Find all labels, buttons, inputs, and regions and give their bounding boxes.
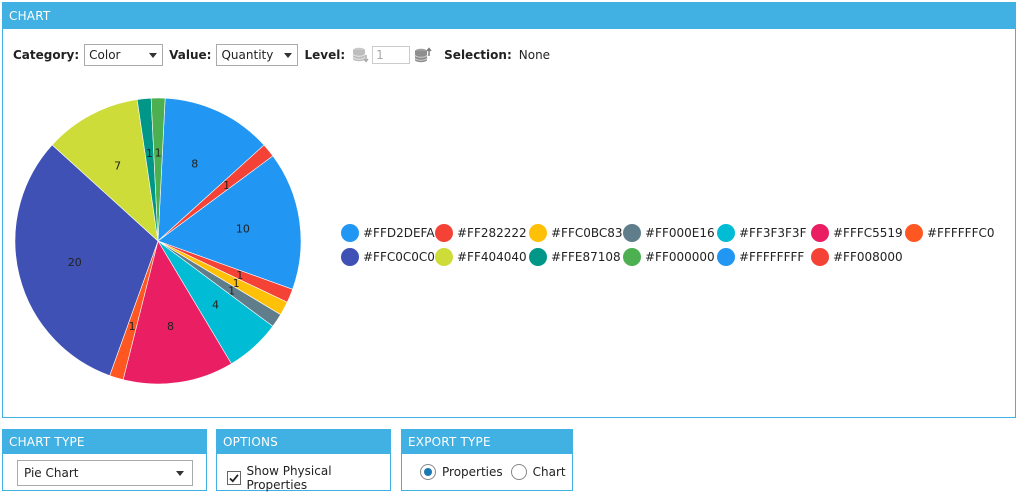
chart-toolbar: Category: Color Value: Quantity Level: 1…	[13, 43, 550, 67]
legend-color-dot	[623, 248, 641, 266]
legend-color-dot	[435, 224, 453, 242]
category-dropdown[interactable]: Color	[84, 44, 164, 66]
check-icon	[229, 474, 239, 483]
value-dropdown[interactable]: Quantity	[216, 44, 299, 66]
legend-label: #FFFC5519	[833, 226, 903, 240]
options-panel-title: OPTIONS	[217, 430, 390, 454]
pie-slice[interactable]	[157, 155, 302, 290]
legend-color-dot	[341, 248, 359, 266]
chart-panel: CHART Category: Color Value: Quantity Le…	[2, 2, 1016, 418]
legend-item[interactable]: #FF282222	[435, 224, 529, 242]
legend-item[interactable]: #FF404040	[435, 248, 529, 266]
legend-item[interactable]: #FFFFFFFF	[717, 248, 811, 266]
legend-color-dot	[529, 224, 547, 242]
pie-slice-label: 8	[191, 157, 198, 170]
legend-label: #FF000000	[645, 250, 715, 264]
legend-color-dot	[717, 248, 735, 266]
legend-row: #FFD2DEFA #FF282222 #FFC0BC83 #FF000E16 #FF3…	[341, 221, 1011, 245]
pie-slice-label: 1	[236, 269, 243, 282]
pie-slice[interactable]	[157, 97, 265, 242]
legend-item[interactable]: #FF3F3F3F	[717, 224, 811, 242]
legend-label: #FF404040	[457, 250, 527, 264]
pie-slice-label: 8	[167, 320, 174, 333]
show-physical-properties-row[interactable]: Show Physical Properties	[227, 464, 390, 492]
legend-item[interactable]: #FFE87108	[529, 248, 623, 266]
pie-slice-label: 20	[68, 256, 82, 269]
legend-row: #FFC0C0C0 #FF404040 #FFE87108 #FF000000 #FFF…	[341, 245, 1011, 269]
export-properties-radio[interactable]	[420, 464, 436, 480]
pie-slice-label: 10	[236, 222, 250, 235]
export-properties-label: Properties	[442, 465, 503, 479]
level-input[interactable]: 1	[372, 46, 411, 64]
legend-label: #FFFFFFC0	[927, 226, 995, 240]
selection-value: None	[518, 48, 551, 62]
database-up-icon[interactable]	[414, 46, 432, 64]
legend-label: #FF000E16	[645, 226, 715, 240]
pie-slice[interactable]	[51, 99, 159, 242]
export-radio-group: Properties Chart	[420, 464, 566, 480]
value-label: Value:	[169, 48, 212, 62]
legend-item[interactable]: #FFC0C0C0	[341, 248, 435, 266]
options-panel: OPTIONS Show Physical Properties	[216, 429, 391, 492]
level-label: Level:	[304, 48, 346, 62]
legend-label: #FF282222	[457, 226, 527, 240]
pie-slice[interactable]	[122, 240, 232, 385]
legend-label: #FFC0C0C0	[363, 250, 435, 264]
pie-slice-label: 1	[223, 179, 230, 192]
legend-color-dot	[623, 224, 641, 242]
legend-color-dot	[341, 224, 359, 242]
legend-color-dot	[905, 224, 923, 242]
chart-panel-title: CHART	[3, 3, 1015, 29]
legend-color-dot	[717, 224, 735, 242]
legend-label: #FFD2DEFA	[363, 226, 435, 240]
legend-item[interactable]: #FF008000	[811, 248, 905, 266]
export-type-panel: EXPORT TYPE Properties Chart	[401, 429, 573, 491]
legend-item[interactable]: #FFFC5519	[811, 224, 905, 242]
legend-color-dot	[435, 248, 453, 266]
export-chart-label: Chart	[532, 465, 566, 479]
show-physical-properties-label: Show Physical Properties	[246, 464, 332, 492]
category-dropdown-value: Color	[89, 48, 121, 62]
legend-item[interactable]: #FFC0BC83	[529, 224, 623, 242]
legend-label: #FFFFFFFF	[739, 250, 805, 264]
pie-slice-label: 1	[228, 284, 235, 297]
legend-label: #FFC0BC83	[551, 226, 623, 240]
legend-label: #FF008000	[833, 250, 903, 264]
export-chart-radio[interactable]	[510, 464, 527, 480]
chart-type-panel-title: CHART TYPE	[3, 430, 206, 454]
pie-slice[interactable]	[150, 97, 166, 242]
legend-color-dot	[811, 224, 829, 242]
category-label: Category:	[13, 48, 80, 62]
legend-item[interactable]: #FF000000	[623, 248, 717, 266]
chart-type-dropdown[interactable]: Pie Chart	[17, 460, 193, 486]
pie-slice-label: 1	[146, 147, 153, 160]
pie-slice-label: 1	[155, 146, 162, 159]
legend-item[interactable]: #FFD2DEFA	[341, 224, 435, 242]
database-down-icon[interactable]	[352, 46, 370, 64]
chevron-down-icon	[176, 471, 184, 476]
chart-legend: #FFD2DEFA #FF282222 #FFC0BC83 #FF000E16 #FF3…	[341, 221, 1011, 269]
legend-item[interactable]: #FFFFFFC0	[905, 224, 994, 242]
chart-type-panel: CHART TYPE Pie Chart	[2, 429, 207, 491]
pie-slice-label: 4	[212, 299, 219, 312]
pie-slice-label: 1	[233, 277, 240, 290]
legend-color-dot	[811, 248, 829, 266]
chevron-down-icon	[149, 53, 158, 58]
legend-label: #FF3F3F3F	[739, 226, 807, 240]
legend-item[interactable]: #FF000E16	[623, 224, 717, 242]
legend-label: #FFE87108	[551, 250, 621, 264]
pie-slice[interactable]	[14, 144, 159, 376]
legend-color-dot	[529, 248, 547, 266]
value-dropdown-value: Quantity	[221, 48, 274, 62]
chevron-down-icon	[284, 53, 293, 58]
pie-slice-label: 1	[129, 320, 136, 333]
pie-slice-label: 7	[114, 159, 121, 172]
export-type-panel-title: EXPORT TYPE	[402, 430, 572, 454]
chart-type-dropdown-value: Pie Chart	[24, 466, 79, 480]
selection-label: Selection:	[444, 48, 512, 62]
show-physical-properties-checkbox[interactable]	[227, 471, 241, 485]
